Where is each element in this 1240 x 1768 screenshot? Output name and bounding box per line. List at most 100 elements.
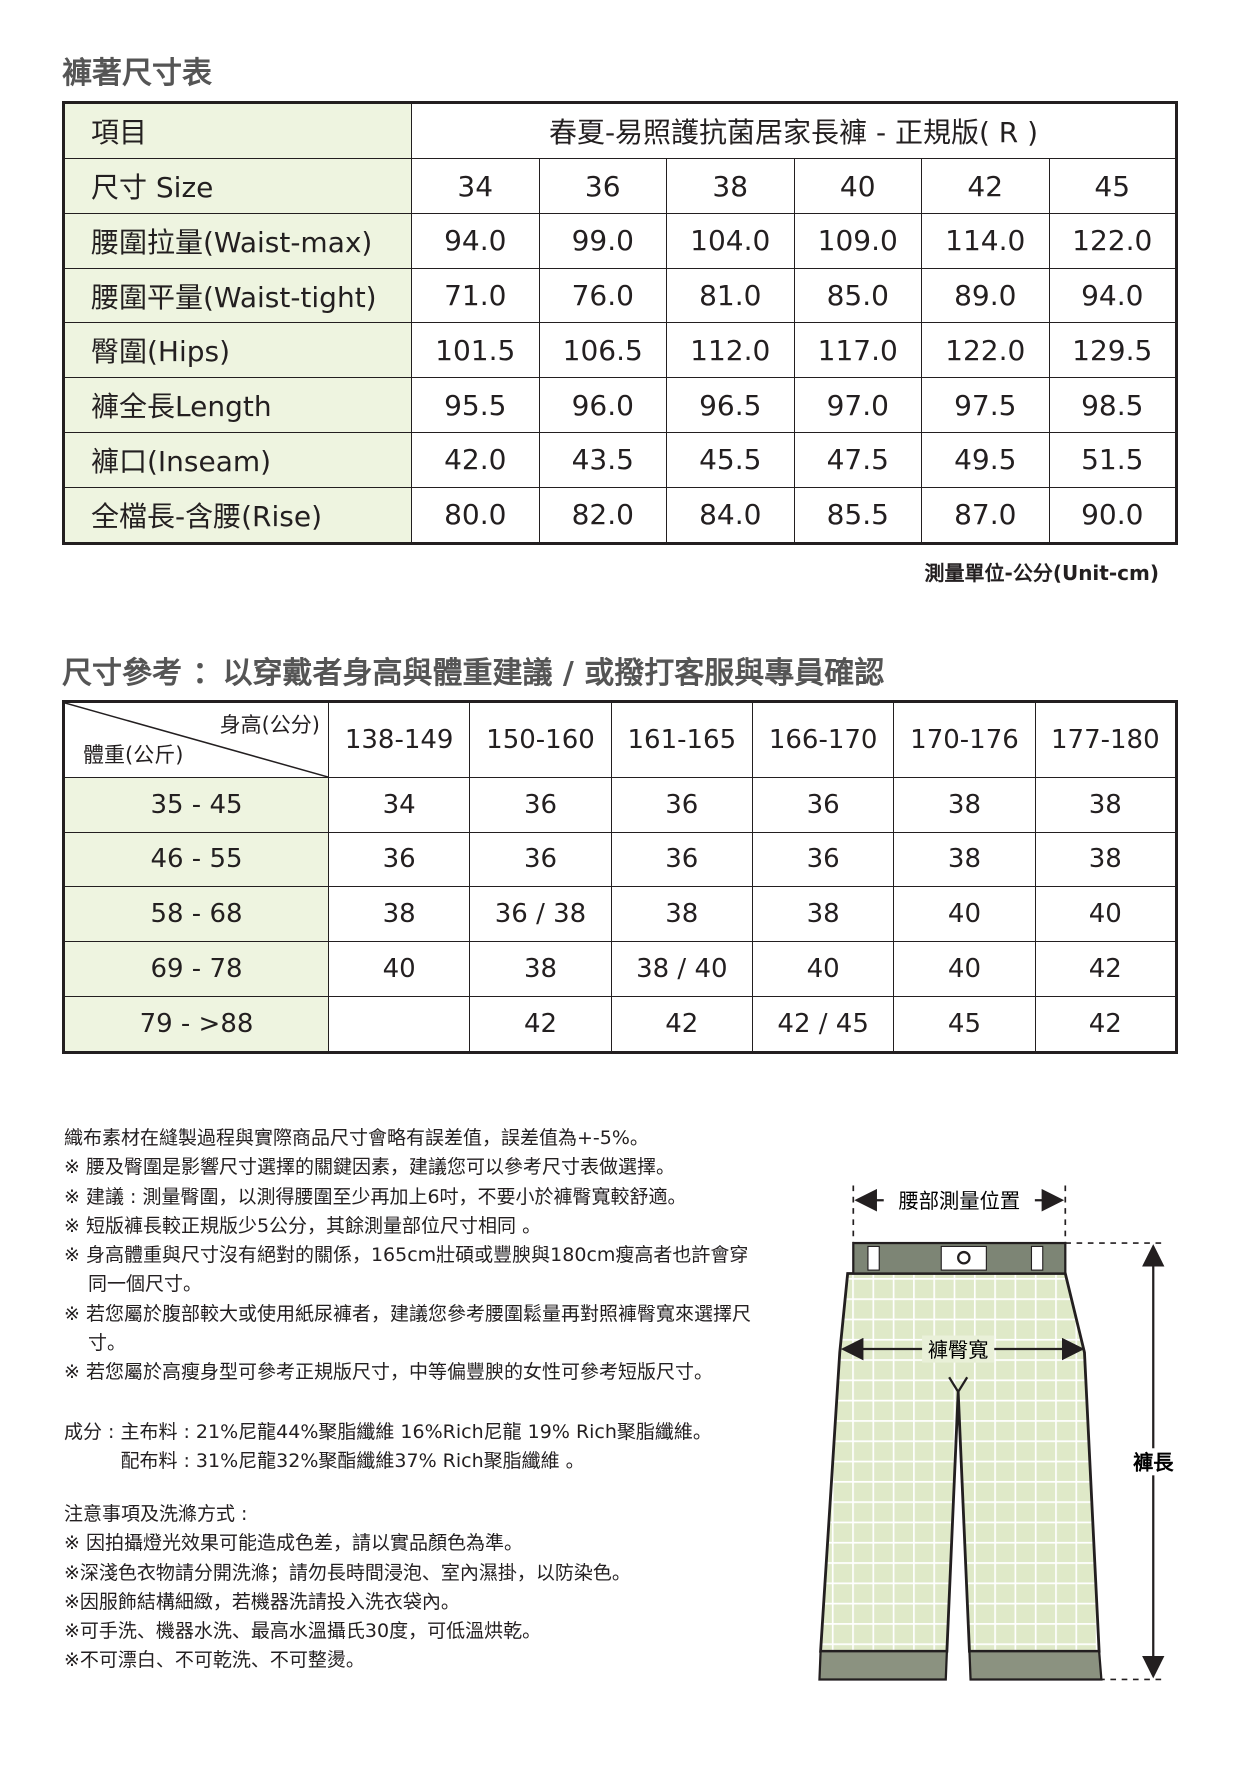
size-value: 43.5 [538, 432, 667, 488]
note-line: ※ 若您屬於高瘦身型可參考正規版尺寸，中等偏豐腴的女性可參考短版尺寸。 [64, 1361, 713, 1384]
size-value: 80.0 [411, 486, 540, 545]
size-suggestion: 36 [469, 831, 612, 888]
size-suggestion: 42 [1034, 940, 1178, 997]
note-line: ※ 身高體重與尺寸沒有絕對的關係，165cm壯碩或豐腴與180cm瘦高者也許會穿… [64, 1244, 749, 1296]
size-value: 99.0 [538, 212, 667, 269]
size-value: 122.0 [1048, 212, 1177, 269]
row-label: 褲口(Inseam) [63, 432, 412, 488]
size-suggestion: 38 [751, 886, 895, 942]
size-suggestion: 36 [610, 831, 753, 888]
size-value: 40 [793, 158, 922, 214]
size-value: 94.0 [1048, 267, 1177, 324]
care-item: ※深淺色衣物請分開洗滌；請勿長時間浸泡、室內濕掛，以防染色。 [64, 1561, 631, 1584]
size-value: 104.0 [666, 212, 795, 269]
size-suggestion: 38 [1034, 831, 1178, 888]
size-value: 106.5 [538, 322, 667, 379]
size-suggestion: 40 [751, 940, 895, 997]
size-value: 49.5 [921, 432, 1050, 488]
size-row: 臀圍(Hips) 101.5 106.5 112.0 117.0 122.0 129.5 [63, 322, 1177, 379]
size-row: 尺寸 Size 34 36 38 40 42 45 [63, 158, 1177, 214]
row-label: 腰圍平量(Waist-tight) [63, 267, 412, 324]
corner-diagonal [65, 703, 328, 777]
height-range: 150-160 [469, 701, 612, 778]
notes: 織布素材在縫製過程與實際商品尺寸會略有誤差值，誤差值為+-5%。 ※ 腰及臀圍是影… [64, 1124, 764, 1388]
size-value: 97.0 [793, 377, 922, 434]
ref-header-row: 身高(公分) 體重(公斤) 138-149 150-160 161-165 166-170… [63, 701, 1178, 778]
size-suggestion: 38 / 40 [610, 940, 753, 997]
size-value: 90.0 [1048, 486, 1177, 545]
height-range: 166-170 [751, 701, 895, 778]
size-value: 94.0 [411, 212, 540, 269]
size-value: 42.0 [411, 432, 540, 488]
size-value: 38 [666, 158, 795, 214]
care-item: ※可手洗、機器水洗、最高水溫攝氏30度，可低溫烘乾。 [64, 1620, 542, 1643]
size-value: 81.0 [666, 267, 795, 324]
note-line: ※ 短版褲長較正規版少5公分，其餘測量部位尺寸相同 。 [64, 1214, 542, 1237]
size-suggestion [327, 995, 471, 1054]
header-row: 項目 春夏-易照護抗菌居家長褲 - 正規版( R ) [63, 101, 1177, 160]
size-value: 96.5 [666, 377, 795, 434]
ref-row: 79 - >88 42 42 42 / 45 45 42 [63, 995, 1178, 1054]
corner-cell: 身高(公分) 體重(公斤) [63, 701, 329, 778]
size-value: 45 [1048, 158, 1177, 214]
care-item: ※不可漂白、不可乾洗、不可整燙。 [64, 1649, 365, 1672]
weight-range: 46 - 55 [63, 831, 329, 888]
size-title: 褲著尺寸表 [62, 56, 212, 91]
size-value: 34 [411, 158, 540, 214]
size-value: 97.5 [921, 377, 1050, 434]
unit-note: 測量單位-公分(Unit-cm) [924, 561, 1159, 585]
size-value: 95.5 [411, 377, 540, 434]
size-value: 71.0 [411, 267, 540, 324]
size-suggestion: 42 [610, 995, 753, 1054]
row-label: 臀圍(Hips) [63, 322, 412, 379]
size-suggestion: 40 [1034, 886, 1178, 942]
size-suggestion: 34 [327, 777, 471, 833]
size-suggestion: 40 [893, 940, 1036, 997]
material-line: 配布料 : 31%尼龍32%聚酯纖維37% Rich聚脂纖維 。 [120, 1450, 585, 1473]
size-value: 82.0 [538, 486, 667, 545]
size-suggestion: 45 [893, 995, 1036, 1054]
weight-range: 69 - 78 [63, 940, 329, 997]
care-title: 注意事項及洗滌方式 : [64, 1503, 248, 1525]
size-suggestion: 38 [893, 831, 1036, 888]
size-value: 114.0 [921, 212, 1050, 269]
size-suggestion: 38 [469, 940, 612, 997]
size-value: 85.0 [793, 267, 922, 324]
size-value: 89.0 [921, 267, 1050, 324]
ref-row: 46 - 55 36 36 36 36 38 38 [63, 831, 1178, 888]
size-value: 96.0 [538, 377, 667, 434]
size-value: 112.0 [666, 322, 795, 379]
size-suggestion: 38 [1034, 777, 1178, 833]
height-range: 138-149 [327, 701, 471, 778]
size-value: 109.0 [793, 212, 922, 269]
pants-diagram: 腰部測量位置 褲臀寬 褲長 [818, 1185, 1176, 1681]
row-label: 尺寸 Size [63, 158, 412, 214]
size-suggestion: 36 [327, 831, 471, 888]
size-value: 122.0 [921, 322, 1050, 379]
size-table: 項目 春夏-易照護抗菌居家長褲 - 正規版( R ) 尺寸 Size 34 36 38 40… [62, 101, 1178, 545]
header-label: 項目 [63, 101, 412, 160]
size-suggestion: 42 / 45 [751, 995, 895, 1054]
size-row: 全檔長-含腰(Rise) 80.0 82.0 84.0 85.5 87.0 90.0 [63, 486, 1177, 545]
size-value: 117.0 [793, 322, 922, 379]
size-value: 84.0 [666, 486, 795, 545]
waist-label: 腰部測量位置 [898, 1189, 1020, 1213]
height-range: 161-165 [610, 701, 753, 778]
row-label: 褲全長Length [63, 377, 412, 434]
corner-top: 身高(公分) [219, 713, 320, 737]
size-row: 腰圍拉量(Waist-max) 94.0 99.0 104.0 109.0 114.0 12… [63, 212, 1177, 269]
size-value: 129.5 [1048, 322, 1177, 379]
product-name: 春夏-易照護抗菌居家長褲 - 正規版( R ) [411, 101, 1177, 160]
size-row: 褲口(Inseam) 42.0 43.5 45.5 47.5 49.5 51.5 [63, 432, 1177, 488]
note-line: 織布素材在縫製過程與實際商品尺寸會略有誤差值，誤差值為+-5%。 [64, 1127, 649, 1149]
size-suggestion: 38 [610, 886, 753, 942]
material-line: 主布料 : 21%尼龍44%聚脂纖維 16%Rich尼龍 19% Rich聚脂纖… [120, 1421, 712, 1443]
size-suggestion: 42 [469, 995, 612, 1054]
row-label: 腰圍拉量(Waist-max) [63, 212, 412, 269]
care-item: ※ 因拍攝燈光效果可能造成色差，請以實品顏色為準。 [64, 1532, 523, 1555]
care: 注意事項及洗滌方式 : ※ 因拍攝燈光效果可能造成色差，請以實品顏色為準。 ※深淺色… [64, 1500, 764, 1676]
weight-range: 58 - 68 [63, 886, 329, 942]
size-value: 45.5 [666, 432, 795, 488]
care-item: ※因服飾結構細緻，若機器洗請投入洗衣袋內。 [64, 1590, 460, 1613]
